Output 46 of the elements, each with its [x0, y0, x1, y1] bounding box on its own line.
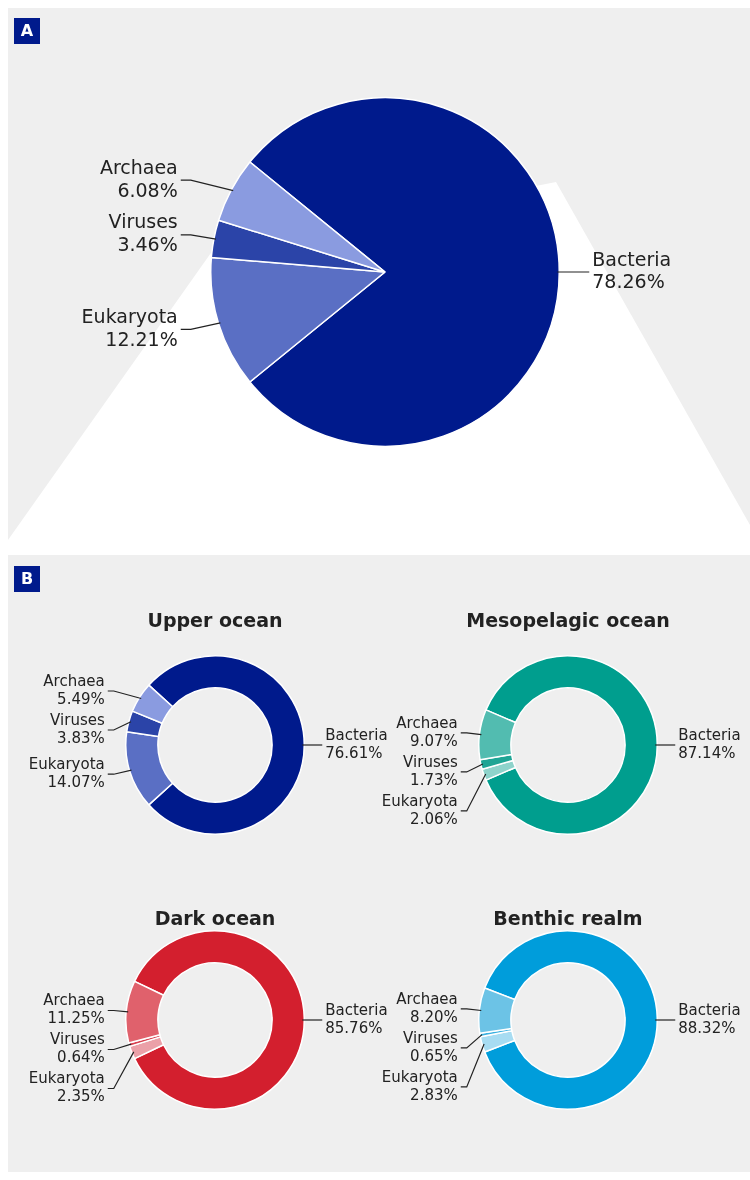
data-label: 85.76% [325, 1018, 383, 1037]
slice-label: Archaea [99, 155, 178, 178]
chart-title: Mesopelagic ocean [466, 608, 670, 631]
data-label: 12.21% [105, 327, 178, 350]
chart-title: Benthic realm [493, 906, 643, 929]
slice-label: Archaea [396, 713, 458, 732]
data-label: 1.73% [410, 770, 458, 789]
text: B [14, 566, 40, 592]
data-label: 2.35% [57, 1087, 105, 1106]
data-label: 78.26% [592, 270, 665, 293]
data-label: 14.07% [47, 773, 105, 792]
data-label: 11.25% [47, 1009, 105, 1028]
slice-label: Viruses [108, 210, 178, 233]
chart-title: Dark ocean [154, 906, 276, 929]
slice-label: Viruses [50, 1030, 105, 1049]
slice-label: Bacteria [325, 725, 388, 744]
data-label: 88.32% [678, 1018, 736, 1037]
data-label: 9.07% [410, 731, 458, 750]
data-label: 6.08% [117, 178, 178, 201]
slice-label: Eukaryota [28, 755, 105, 774]
data-label: 3.46% [117, 233, 178, 256]
chart-title: Upper ocean [147, 608, 283, 631]
data-label: 87.14% [678, 743, 736, 762]
slice-label: Bacteria [592, 247, 672, 270]
slice-label: Viruses [50, 710, 105, 729]
slice-label: Archaea [43, 671, 105, 690]
slice-label: Eukaryota [28, 1069, 105, 1088]
slice-label: Eukaryota [381, 791, 458, 810]
slice-label: Archaea [396, 989, 458, 1008]
slice-label: Bacteria [678, 1000, 741, 1019]
data-label: 8.20% [410, 1007, 458, 1026]
data-label: 2.06% [410, 809, 458, 828]
data-label: 0.64% [57, 1048, 105, 1067]
slice-label: Viruses [403, 1028, 458, 1047]
slice-label: Bacteria [678, 725, 741, 744]
data-label: 2.83% [410, 1085, 458, 1104]
slice-label: Archaea [43, 991, 105, 1010]
data-label: 5.49% [57, 689, 105, 708]
slice-label: Viruses [403, 752, 458, 771]
text: A [14, 18, 40, 44]
data-label: 76.61% [325, 743, 383, 762]
slice-label: Eukaryota [381, 1067, 458, 1086]
slice-label: Bacteria [325, 1000, 388, 1019]
data-label: 0.65% [410, 1046, 458, 1065]
slice-label: Eukaryota [81, 304, 178, 327]
data-label: 3.83% [57, 728, 105, 747]
